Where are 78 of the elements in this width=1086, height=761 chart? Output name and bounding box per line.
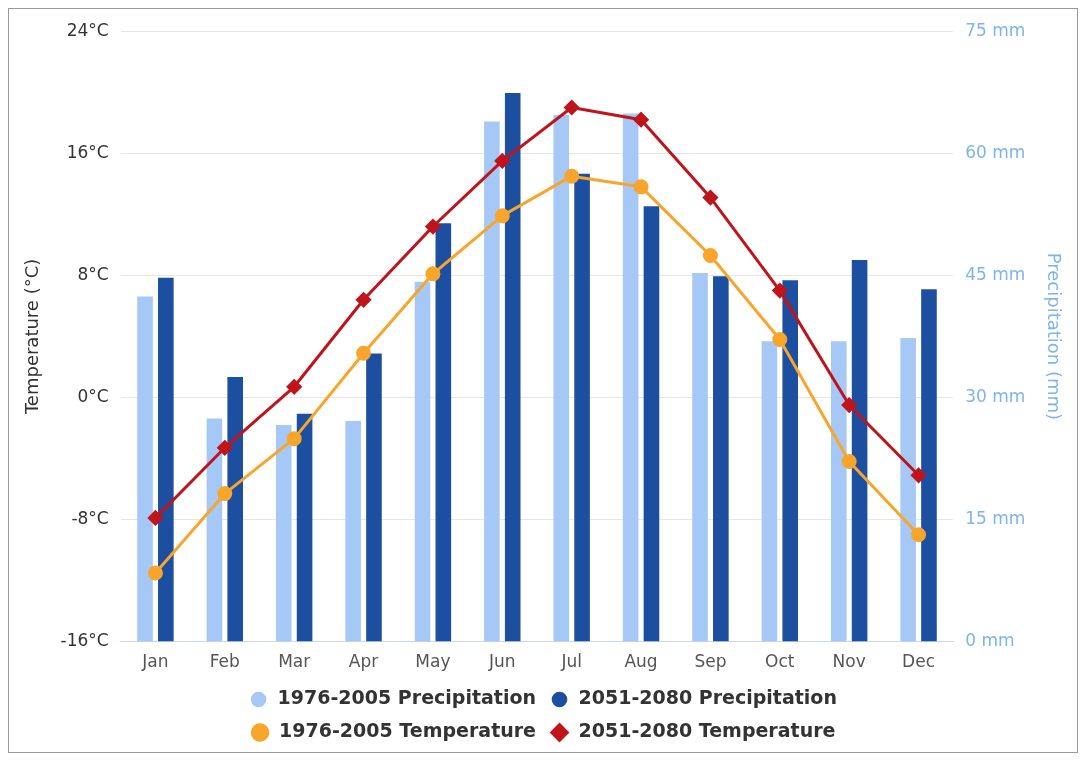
- point: [425, 266, 441, 282]
- bar: [782, 280, 799, 642]
- point: [286, 431, 302, 447]
- bar: [345, 421, 361, 642]
- bar: [692, 272, 708, 642]
- y-tick-label: -16°C: [60, 630, 109, 651]
- bar: [504, 93, 521, 642]
- point: [356, 345, 372, 361]
- point: [911, 467, 927, 483]
- y2-tick-label: 75 mm: [965, 19, 1026, 40]
- point: [147, 565, 163, 581]
- bar: [158, 277, 174, 642]
- point: [217, 440, 233, 456]
- x-tick-label: Dec: [902, 651, 936, 672]
- bar: [921, 289, 937, 642]
- y2-tick-label: 15 mm: [965, 507, 1026, 528]
- point: [841, 454, 857, 470]
- y-tick-label: 0°C: [77, 385, 109, 406]
- x-tick-label: Feb: [209, 651, 240, 672]
- bar: [713, 276, 729, 642]
- bar: [553, 115, 570, 642]
- x-tick-label: Jul: [560, 651, 582, 672]
- point: [633, 112, 649, 128]
- point: [494, 208, 510, 224]
- y-tick-label: 8°C: [77, 263, 109, 284]
- y-tick-label: 24°C: [66, 19, 109, 40]
- bar: [574, 173, 590, 642]
- x-tick-label: Aug: [624, 651, 658, 672]
- y2-axis-title: Precipitation (mm): [1043, 252, 1065, 421]
- point: [841, 397, 857, 413]
- bar: [900, 338, 916, 642]
- bar: [296, 413, 313, 642]
- legend-label: 2051-2080 Temperature: [578, 719, 836, 742]
- bar: [275, 425, 292, 642]
- bar: [414, 281, 431, 642]
- x-tick-label: Jun: [488, 651, 516, 672]
- legend-label: 1976-2005 Precipitation: [277, 686, 537, 709]
- bar: [643, 206, 660, 642]
- bar: [830, 341, 847, 642]
- bar: [366, 353, 382, 642]
- bar: [851, 259, 868, 642]
- point: [772, 331, 788, 347]
- point: [356, 292, 372, 308]
- y2-tick-label: 60 mm: [965, 141, 1026, 162]
- point: [911, 527, 927, 543]
- x-tick-label: Mar: [278, 651, 311, 672]
- x-tick-label: Jan: [141, 651, 169, 672]
- bar: [137, 296, 153, 642]
- point: [564, 100, 580, 115]
- y2-tick-label: 45 mm: [965, 263, 1026, 284]
- y-tick-label: 16°C: [66, 141, 109, 162]
- point: [425, 219, 441, 235]
- x-tick-label: Nov: [832, 651, 866, 672]
- bar: [206, 418, 223, 642]
- point: [633, 179, 649, 195]
- y-tick-label: -8°C: [71, 507, 109, 528]
- point: [772, 283, 788, 299]
- point: [217, 486, 233, 502]
- y-axis-title: Temperature (°C): [21, 258, 43, 416]
- legend-label: 1976-2005 Temperature: [279, 719, 537, 742]
- point: [147, 510, 163, 526]
- x-tick-label: Apr: [348, 651, 379, 672]
- point: [564, 168, 580, 184]
- legend-label: 2051-2080 Precipitation: [578, 686, 837, 709]
- point: [286, 379, 302, 395]
- bar: [227, 377, 244, 642]
- y2-tick-label: 0 mm: [965, 630, 1015, 651]
- point: [494, 153, 510, 169]
- x-tick-label: Sep: [694, 651, 727, 672]
- x-tick-label: Oct: [765, 651, 795, 672]
- bar: [435, 223, 452, 642]
- y2-tick-label: 30 mm: [965, 385, 1026, 406]
- point: [702, 190, 718, 206]
- bar: [761, 341, 778, 642]
- bar: [622, 113, 639, 642]
- point: [702, 248, 718, 264]
- x-tick-label: May: [415, 651, 451, 672]
- bar: [484, 121, 500, 642]
